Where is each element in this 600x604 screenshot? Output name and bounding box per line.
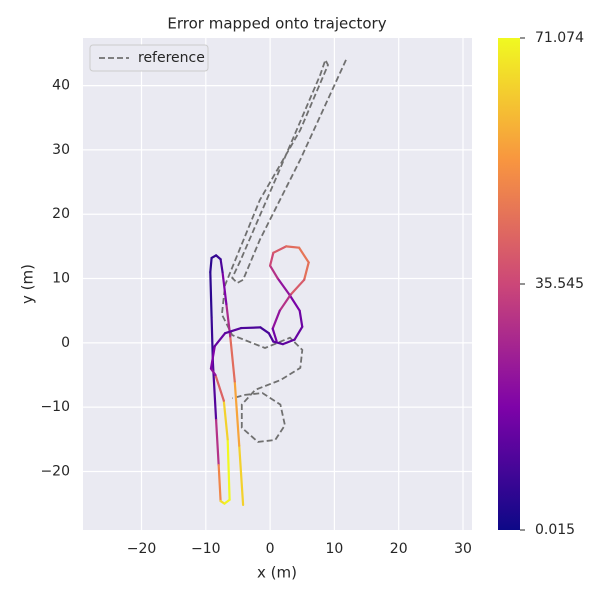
trajectory-segment bbox=[272, 245, 288, 254]
legend-box bbox=[89, 44, 209, 72]
trajectory-segment bbox=[233, 380, 241, 447]
plot-layer bbox=[209, 57, 347, 507]
trajectory-segment bbox=[209, 344, 216, 370]
trajectory-segment bbox=[281, 338, 296, 346]
trajectory-segment bbox=[214, 418, 220, 467]
colorbar bbox=[498, 38, 520, 530]
trajectory-segment bbox=[303, 261, 310, 281]
trajectory-segment bbox=[272, 340, 285, 346]
trajectory-segment bbox=[217, 463, 222, 503]
trajectory-segment bbox=[298, 309, 304, 328]
y-tick-label: 20 bbox=[52, 206, 70, 222]
reference-line bbox=[220, 57, 347, 443]
trajectory-segment bbox=[238, 444, 245, 507]
trajectory-segment bbox=[221, 271, 228, 306]
trajectory-segment bbox=[271, 309, 281, 330]
trajectory-segment bbox=[289, 278, 306, 296]
trajectory-segment bbox=[229, 335, 236, 383]
x-tick-label: −20 bbox=[127, 541, 157, 557]
trajectory-segment bbox=[293, 325, 304, 341]
y-tick-label: 0 bbox=[61, 335, 70, 351]
x-tick-label: 30 bbox=[454, 541, 472, 557]
x-tick-label: 0 bbox=[266, 541, 275, 557]
trajectory-segment bbox=[213, 332, 227, 348]
trajectory-segment bbox=[278, 293, 292, 312]
trajectory-segment bbox=[259, 326, 270, 335]
trajectory-segment bbox=[271, 327, 278, 343]
trajectory-segment bbox=[226, 438, 231, 501]
y-tick-label: −10 bbox=[40, 399, 70, 415]
trajectory-segment bbox=[269, 264, 279, 280]
x-tick-label: 20 bbox=[390, 541, 408, 557]
y-tick-label: 30 bbox=[52, 142, 70, 158]
trajectory-segment bbox=[209, 271, 213, 319]
colorbar-tick-label: 71.074 bbox=[535, 30, 584, 46]
trajectory-segment bbox=[223, 326, 243, 335]
trajectory-segment bbox=[219, 258, 224, 274]
y-tick-label: 10 bbox=[52, 271, 70, 287]
trajectory-segment bbox=[209, 367, 217, 377]
x-tick-label: −10 bbox=[191, 541, 221, 557]
colorbar-tick-label: 35.545 bbox=[535, 276, 584, 292]
y-tick-label: −20 bbox=[40, 463, 70, 479]
trajectory-segment bbox=[269, 251, 275, 267]
plot-area bbox=[83, 38, 472, 530]
y-axis-label: y (m) bbox=[19, 264, 37, 304]
trajectory-segment bbox=[222, 399, 229, 441]
y-tick-label: 40 bbox=[52, 78, 70, 94]
trajectory-segment bbox=[276, 277, 291, 296]
trajectory-segment bbox=[288, 293, 301, 312]
chart-title: Error mapped onto trajectory bbox=[167, 15, 386, 33]
trajectory-segment bbox=[214, 373, 225, 402]
x-axis-label: x (m) bbox=[257, 564, 297, 582]
trajectory-segment bbox=[267, 332, 275, 343]
trajectory-segment bbox=[297, 246, 310, 264]
legend-label: reference bbox=[138, 50, 205, 66]
trajectory-segment bbox=[285, 245, 301, 249]
x-tick-label: 10 bbox=[325, 541, 343, 557]
trajectory-segment bbox=[209, 256, 213, 274]
trajectory-segment bbox=[240, 326, 262, 330]
colorbar-tick-label: 0.015 bbox=[535, 522, 575, 538]
